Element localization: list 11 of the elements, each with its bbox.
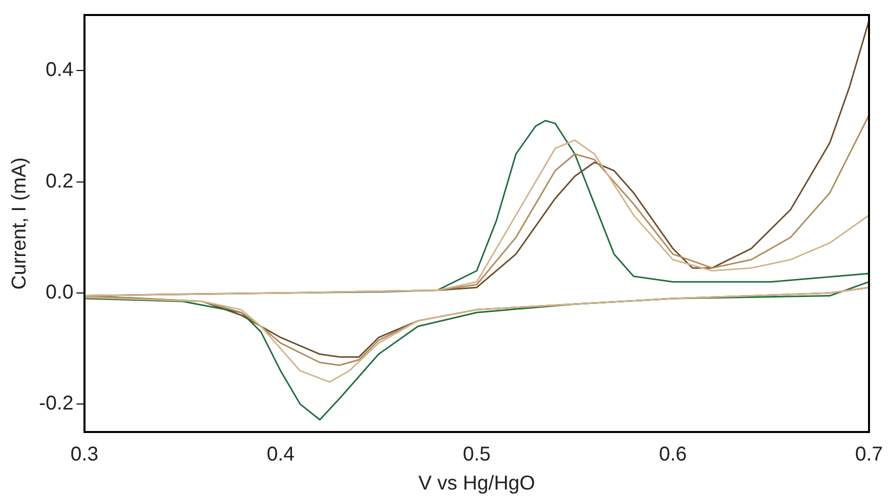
y-axis-title: Current, I (mA) xyxy=(8,157,31,290)
y-tick-label: 0.4 xyxy=(46,59,74,82)
y-tick-label: -0.2 xyxy=(38,392,74,415)
x-tick-label: 0.7 xyxy=(855,444,883,466)
x-tick-label: 0.4 xyxy=(266,444,295,466)
x-axis-title: V vs Hg/HgO xyxy=(418,472,536,495)
y-tick-label: 0.2 xyxy=(46,170,74,192)
x-tick-label: 0.3 xyxy=(70,444,98,466)
x-tick-label: 0.5 xyxy=(462,444,491,466)
x-tick-label: 0.6 xyxy=(658,444,687,466)
y-tick-label: 0.0 xyxy=(46,282,74,304)
